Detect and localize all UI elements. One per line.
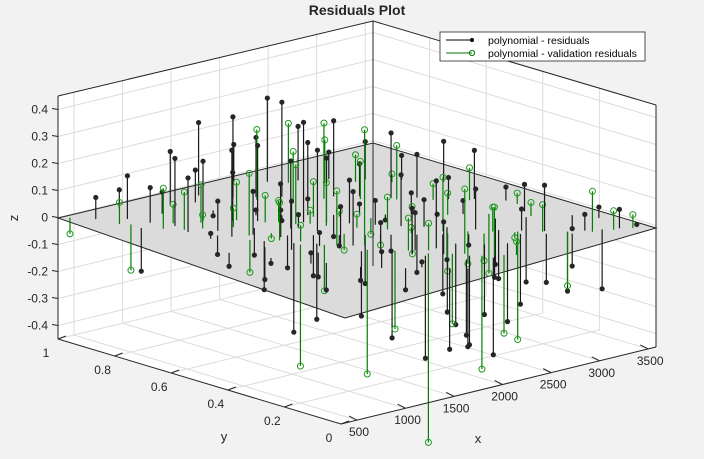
x-axis-label: x (475, 431, 482, 446)
legend-item-validation-residuals[interactable]: polynomial - validation residuals (446, 48, 637, 60)
legend-label: polynomial - validation residuals (488, 48, 637, 60)
y-tick-label: 0.2 (264, 414, 281, 428)
x-tick-label: 500 (349, 425, 369, 439)
x-tick-label: 2000 (491, 389, 518, 403)
x-tick-label: 2500 (540, 378, 567, 392)
y-tick-label: 0 (326, 431, 333, 445)
z-tick-label: -0.3 (27, 292, 48, 306)
floor (58, 266, 656, 424)
x-tick-label: 3500 (637, 354, 664, 368)
x-tick-label: 1500 (443, 401, 470, 415)
z-axis-label: z (6, 215, 21, 222)
z-tick-label: 0.2 (31, 157, 48, 171)
z-tick-label: -0.2 (27, 265, 48, 279)
legend-item-residuals[interactable]: polynomial - residuals (446, 35, 590, 47)
axes-box[interactable]: -0.4 -0.3 -0.2 -0.1 0 0.1 0.2 0.3 0.4 0 0.2 0.4 0.6 0… (27, 19, 664, 446)
z-tick-label: -0.4 (27, 319, 48, 333)
z-tick-label: 0.1 (31, 184, 48, 198)
legend-label: polynomial - residuals (488, 35, 590, 47)
legend-box (439, 31, 646, 62)
y-tick-label: 0.6 (151, 380, 168, 394)
z-tick-label: -0.1 (27, 238, 48, 252)
legend[interactable]: polynomial - residuals polynomial - vali… (439, 31, 646, 62)
y-tick-label: 1 (43, 346, 50, 360)
open-circle-marker-icon (468, 49, 476, 57)
tick-marks: -0.4 -0.3 -0.2 -0.1 0 0.1 0.2 0.3 0.4 0 0.2 0.4 0.6 0… (27, 103, 664, 446)
z-tick-label: 0 (41, 211, 48, 225)
chart-title: Residuals Plot (309, 2, 406, 18)
y-tick-label: 0.8 (94, 363, 111, 377)
y-tick-label: 0.4 (207, 397, 224, 411)
stem-series (66, 95, 640, 446)
x-tick-label: 3000 (588, 366, 615, 380)
y-axis-label: y (221, 429, 228, 444)
filled-circle-marker-icon (470, 38, 474, 42)
x-tick-label: 1000 (394, 413, 421, 427)
z-tick-label: 0.3 (31, 130, 48, 144)
z-tick-label: 0.4 (31, 103, 48, 117)
